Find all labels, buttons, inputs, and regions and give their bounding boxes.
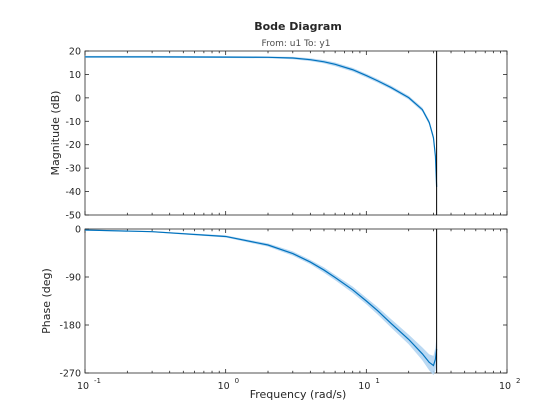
xtick-label-exponent: 2 xyxy=(516,377,520,385)
magnitude-ytick-label: 10 xyxy=(69,70,81,81)
magnitude-axis-label: Magnitude (dB) xyxy=(49,91,62,176)
magnitude-ytick-label: -30 xyxy=(65,164,81,175)
phase-ytick-label: 0 xyxy=(75,225,81,236)
magnitude-ytick-label: -50 xyxy=(65,211,81,222)
magnitude-ytick-label: -40 xyxy=(65,187,81,198)
phase-ytick-label: -270 xyxy=(59,369,81,380)
xtick-label-base: 10 xyxy=(77,381,89,392)
magnitude-response-line xyxy=(85,56,438,187)
xtick-label-base: 10 xyxy=(358,381,370,392)
phase-axis-label: Phase (deg) xyxy=(40,268,53,334)
chart-title: Bode Diagram xyxy=(254,20,342,33)
phase-ytick-label: -180 xyxy=(59,321,81,332)
magnitude-ytick-label: 0 xyxy=(75,93,81,104)
phase-confidence-band xyxy=(85,229,437,376)
magnitude-axes-box xyxy=(84,50,508,216)
xtick-label-base: 10 xyxy=(218,381,230,392)
phase-ytick-label: -90 xyxy=(65,273,81,284)
xtick-label-exponent: 1 xyxy=(375,377,379,385)
magnitude-ytick-label: 20 xyxy=(69,47,81,58)
x-axis-label: Frequency (rad/s) xyxy=(250,388,347,401)
xtick-label-base: 10 xyxy=(499,381,511,392)
xtick-label-exponent: 0 xyxy=(235,377,239,385)
magnitude-ytick-label: -10 xyxy=(65,117,81,128)
phase-axes-box xyxy=(84,228,508,374)
phase-response-line xyxy=(84,229,438,367)
magnitude-ytick-label: -20 xyxy=(65,140,81,151)
xtick-label-exponent: -1 xyxy=(94,377,101,385)
chart-subtitle: From: u1 To: y1 xyxy=(262,39,331,49)
